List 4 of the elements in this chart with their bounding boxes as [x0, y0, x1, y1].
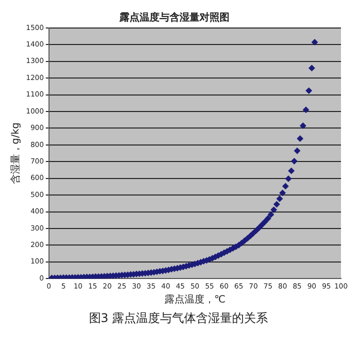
x-axis-title: 露点温度，℃	[164, 294, 226, 306]
caption: 图3 露点温度与气体含湿量的关系	[88, 310, 270, 327]
y-axis-title: 含湿量，g/kg	[10, 122, 22, 184]
chart-title: 露点温度与含湿量对照图	[118, 12, 230, 24]
